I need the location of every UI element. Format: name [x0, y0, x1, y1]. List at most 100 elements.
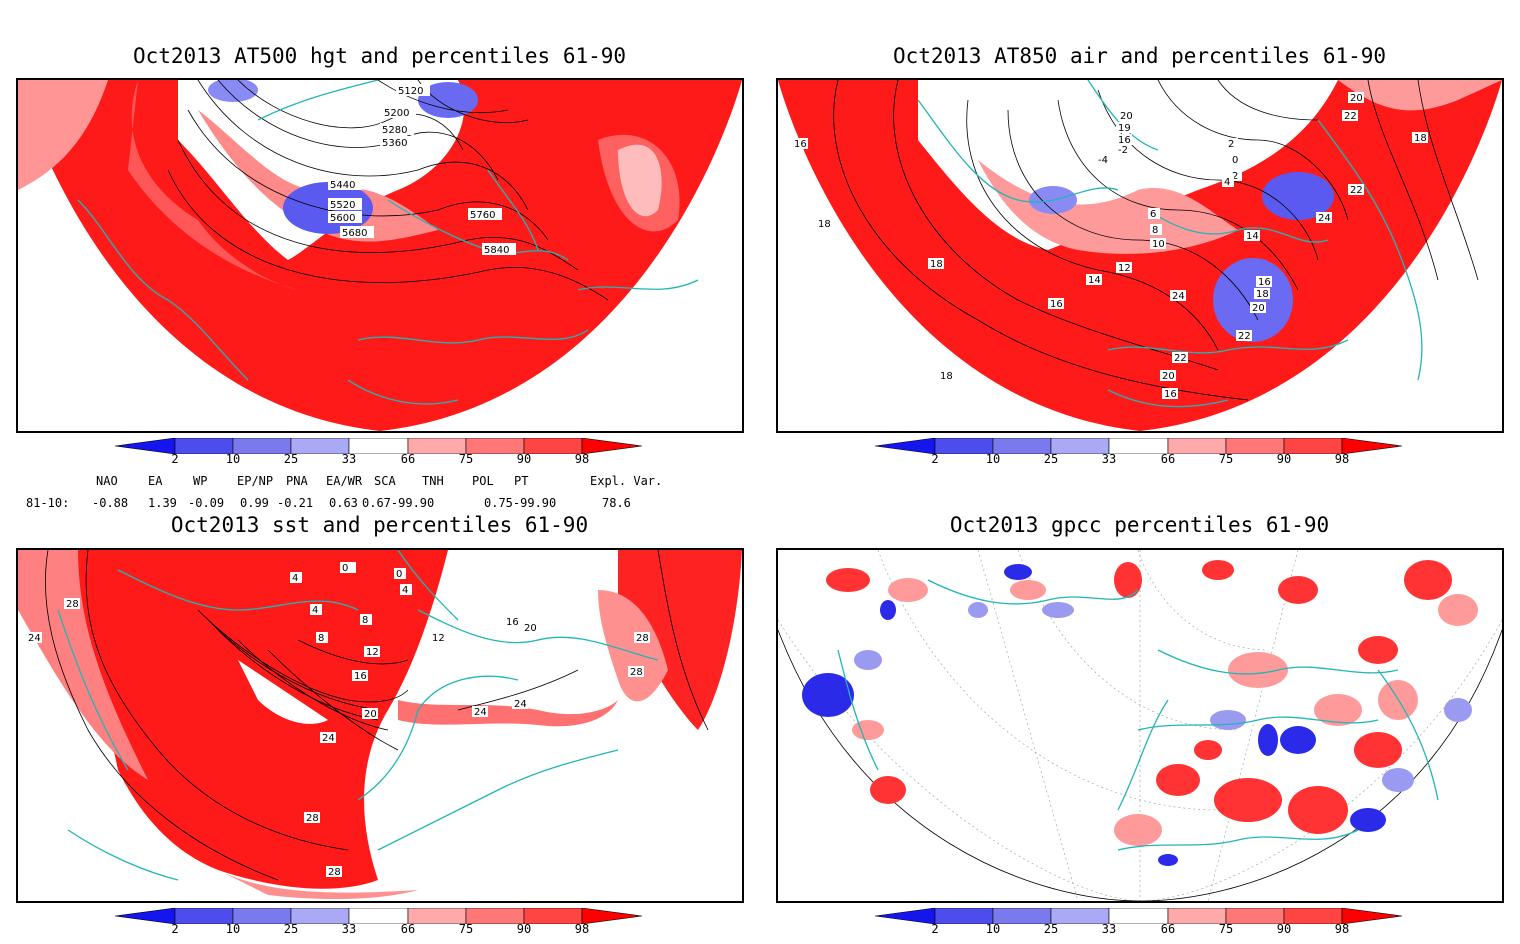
- map-region-pink: [198, 110, 438, 242]
- colorbar-svg: [114, 437, 643, 455]
- map-region-pink: [1338, 80, 1502, 111]
- index-header: NAO: [96, 474, 118, 488]
- colorbar-tick-label: 10: [225, 922, 241, 936]
- colorbar-tick-label: 33: [341, 452, 357, 466]
- contour-label: 0: [342, 563, 348, 574]
- contour-label: 2: [1228, 139, 1234, 150]
- contour-label: 22: [1174, 353, 1187, 364]
- contour-label: 24: [322, 733, 335, 744]
- contour-label: 20: [364, 709, 377, 720]
- index-value: -0.09: [188, 496, 225, 510]
- map-region-blue: [1213, 258, 1293, 342]
- contour-label: 22: [1344, 111, 1357, 122]
- contour-label: -4: [1098, 155, 1108, 166]
- colorbar-tick-label: 25: [283, 452, 299, 466]
- contour-label: 14: [1246, 231, 1259, 242]
- colorbar-tick-label: 66: [1160, 922, 1176, 936]
- map-gpcc-svg: [778, 550, 1502, 901]
- contour-value-labels: 4 0 4 4 8 8 12 16 20 24 24 24 28 28 28 1…: [26, 562, 650, 878]
- contour-label: 18: [818, 219, 831, 230]
- contour-label: 16: [1258, 277, 1271, 288]
- contour-label: 20: [1120, 111, 1133, 122]
- colorbar-tick-label: 90: [516, 922, 532, 936]
- map-region-blue: [1262, 172, 1334, 220]
- colorbar-tick-label: 2: [171, 452, 179, 466]
- contour-label: 19: [1118, 123, 1131, 134]
- map-region-pink: [18, 80, 108, 190]
- map-region-red: [618, 550, 742, 730]
- contour-label: 20: [524, 623, 537, 634]
- colorbar-tick-label: 98: [574, 922, 590, 936]
- contour-label: 5120: [398, 86, 423, 97]
- colorbar-svg: [874, 907, 1403, 925]
- index-row-label: 81-10:: [26, 496, 70, 510]
- colorbar-tick-label: 98: [1334, 922, 1350, 936]
- map-sst: 4 0 4 4 8 8 12 16 20 24 24 24 28 28 28 1…: [16, 548, 744, 903]
- colorbar-tick-label: 10: [985, 452, 1001, 466]
- contour-label: 28: [306, 813, 319, 824]
- index-header: WP: [193, 474, 208, 488]
- contour-label: 4: [1224, 177, 1230, 188]
- index-value: 0.67-99.90: [362, 496, 435, 510]
- map-region-pink: [128, 80, 298, 290]
- contour-label: 16: [1118, 135, 1131, 146]
- colorbar-at500: 2 10 25 33 66 75 90 98: [114, 437, 645, 474]
- contour-label: 2: [1232, 171, 1238, 182]
- contour-label: 24: [514, 699, 527, 710]
- colorbar-tick-label: 66: [1160, 452, 1176, 466]
- contour-label: 28: [636, 633, 649, 644]
- precip-red-patches: [826, 560, 1452, 834]
- colorbar-tick-label: 75: [1218, 922, 1234, 936]
- contour-label: 22: [1238, 331, 1251, 342]
- index-value: -0.21: [277, 496, 314, 510]
- colorbar-tick-label: 75: [458, 452, 474, 466]
- colorbar-tick-label: 2: [931, 922, 939, 936]
- colorbar-tick-label: 90: [516, 452, 532, 466]
- map-region-pink: [598, 590, 668, 702]
- index-header: POL: [472, 474, 494, 488]
- index-value: -0.88: [92, 496, 129, 510]
- colorbar-tick-label: 98: [1334, 452, 1350, 466]
- colorbar-tick-label: 25: [283, 922, 299, 936]
- coastlines: [57, 550, 659, 881]
- precip-lightblue-patches: [854, 602, 1472, 792]
- contour-label: 10: [1152, 239, 1165, 250]
- contour-label: 8: [362, 615, 368, 626]
- contour-label: 5680: [342, 228, 367, 239]
- map-at500-hgt: 5120 5200 5280 5360 5440 5520 5600 5680 …: [16, 78, 744, 433]
- contour-label: 4: [312, 605, 318, 616]
- contour-label: 16: [1050, 299, 1063, 310]
- index-header: PNA: [286, 474, 308, 488]
- contour-label: 12: [366, 647, 379, 658]
- contour-label: 20: [1350, 93, 1363, 104]
- colorbar-tick-label: 2: [171, 922, 179, 936]
- contour-label: 8: [318, 633, 324, 644]
- contour-label: 5840: [484, 245, 509, 256]
- contour-label: 22: [1350, 185, 1363, 196]
- precip-blue-patches: [802, 564, 1386, 866]
- contour-label: 18: [930, 259, 943, 270]
- contour-label: 16: [794, 139, 807, 150]
- index-value: 1.39: [148, 496, 177, 510]
- map-region-blue: [418, 82, 478, 118]
- panel-title-gpcc: Oct2013 gpcc percentiles 61-90: [949, 513, 1330, 537]
- colorbar-tick-label: 2: [931, 452, 939, 466]
- colorbar-sst: 2 10 25 33 66 75 90 98: [114, 907, 645, 944]
- contour-label: 5600: [330, 213, 355, 224]
- index-value: 78.6: [602, 496, 631, 510]
- map-region-blue: [208, 80, 258, 102]
- map-region-pink: [18, 550, 148, 780]
- contour-label: 0: [1232, 155, 1238, 166]
- contour-label: 4: [292, 573, 298, 584]
- map-at500-svg: 5120 5200 5280 5360 5440 5520 5600 5680 …: [18, 80, 742, 431]
- index-header: EA: [148, 474, 163, 488]
- colorbar-tick-label: 25: [1043, 452, 1059, 466]
- contour-label: 16: [354, 671, 367, 682]
- contour-label: 12: [432, 633, 445, 644]
- contour-label: 18: [940, 371, 953, 382]
- contour-label: 0: [396, 569, 402, 580]
- index-header: EP/NP: [237, 474, 274, 488]
- map-at850-svg: 20 19 16 2 0 -2 -4 2 4 6 8 10 12 14 14 1…: [778, 80, 1502, 431]
- contour-label: 5440: [330, 180, 355, 191]
- colorbar-tick-label: 10: [225, 452, 241, 466]
